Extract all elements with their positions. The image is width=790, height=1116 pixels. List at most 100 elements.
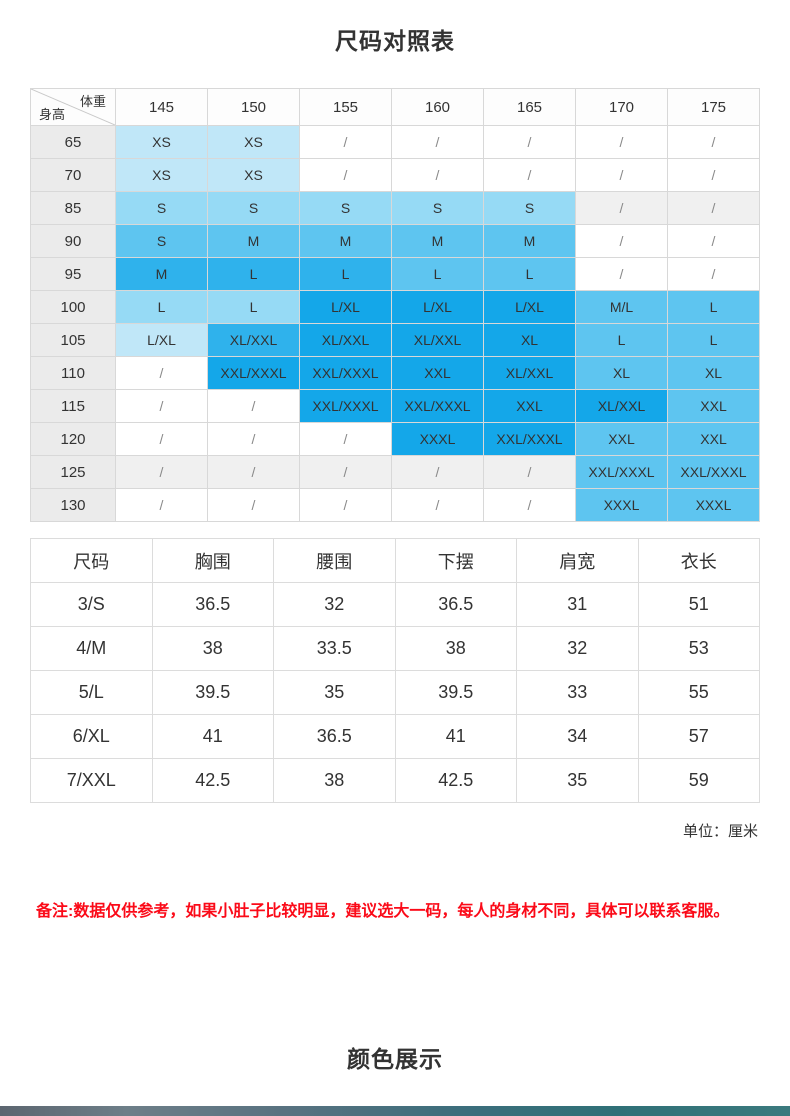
measurements-table: 尺码 胸围 腰围 下摆 肩宽 衣长 3/S 36.5 32 36.5 31 51 4/M 38 33.5 38… (30, 538, 760, 803)
matrix-size-cell: / (483, 488, 576, 522)
matrix-size-cell: L/XL (391, 290, 484, 324)
unit-note: 单位：厘米 (682, 823, 758, 840)
measure-cell: 51 (637, 582, 760, 627)
matrix-size-cell: / (391, 455, 484, 489)
matrix-size-cell: XXL (575, 422, 668, 456)
remark-note: 备注:数据仅供参考，如果小肚子比较明显，建议选大一码，每人的身材不同，具体可以联… (36, 903, 730, 920)
measure-header: 尺码 (30, 538, 153, 583)
matrix-size-cell: XS (115, 125, 208, 159)
matrix-size-cell: XXL/XXXL (299, 389, 392, 423)
matrix-row: 70 XS XS / / / / / (30, 158, 760, 192)
matrix-size-cell: / (299, 422, 392, 456)
measure-cell: 32 (273, 582, 396, 627)
matrix-size-cell: / (115, 455, 208, 489)
matrix-size-cell: / (207, 455, 300, 489)
matrix-row: 110/XXL/XXXL XXL/XXXL XXL XL/XXL XL XL (30, 356, 760, 390)
matrix-size-cell: / (575, 224, 668, 258)
matrix-size-cell: / (207, 488, 300, 522)
height-row-header: 115 (30, 389, 116, 423)
matrix-size-cell: / (575, 257, 668, 291)
matrix-size-cell: XXL/XXXL (207, 356, 300, 390)
measure-header: 肩宽 (516, 538, 639, 583)
measure-cell: 7/XXL (30, 758, 153, 803)
measure-cell: 38 (394, 626, 517, 671)
matrix-size-cell: / (115, 422, 208, 456)
matrix-size-cell: S (115, 224, 208, 258)
measure-header: 下摆 (394, 538, 517, 583)
matrix-row: 105 L/XL XL/XXL XL/XXL XL/XXL XL L L (30, 323, 760, 357)
measure-cell: 3/S (30, 582, 153, 627)
matrix-size-cell: XS (115, 158, 208, 192)
measure-cell: 42.5 (394, 758, 517, 803)
color-display-title: 颜色展示 (347, 1046, 443, 1072)
matrix-size-cell: / (299, 488, 392, 522)
measure-header: 胸围 (151, 538, 274, 583)
measure-row: 3/S 36.5 32 36.5 31 51 (30, 582, 760, 627)
matrix-size-cell: / (667, 191, 760, 225)
height-row-header: 90 (30, 224, 116, 258)
weight-header: 155 (299, 88, 392, 126)
matrix-size-cell: / (299, 125, 392, 159)
matrix-row: 65 XS XS / / / / / (30, 125, 760, 159)
matrix-size-cell: XL/XXL (575, 389, 668, 423)
matrix-header-row: 体重 身高 145 150 155 160 165 170 175 (30, 88, 760, 126)
matrix-size-cell: XXL/XXXL (667, 455, 760, 489)
measure-cell: 33.5 (273, 626, 396, 671)
measure-cell: 38 (273, 758, 396, 803)
measure-cell: 55 (637, 670, 760, 715)
measure-cell: 36.5 (273, 714, 396, 759)
matrix-size-cell: XS (207, 158, 300, 192)
measure-cell: 32 (516, 626, 639, 671)
measure-header-row: 尺码 胸围 腰围 下摆 肩宽 衣长 (30, 538, 760, 583)
measure-cell: 57 (637, 714, 760, 759)
measure-cell: 39.5 (394, 670, 517, 715)
height-row-header: 110 (30, 356, 116, 390)
matrix-size-cell: / (299, 455, 392, 489)
matrix-size-cell: L (207, 290, 300, 324)
measure-cell: 41 (151, 714, 274, 759)
matrix-size-cell: XXXL (667, 488, 760, 522)
measure-row: 6/XL 41 36.5 41 34 57 (30, 714, 760, 759)
weight-header: 170 (575, 88, 668, 126)
diagonal-divider-line (31, 89, 115, 125)
matrix-size-cell: S (115, 191, 208, 225)
matrix-row: 115// XXL/XXXL XXL/XXXL XXL XL/XXL XXL (30, 389, 760, 423)
corner-height-label: 身高 (39, 107, 66, 122)
matrix-row: 125// / / / XXL/XXXL XXL/XXXL (30, 455, 760, 489)
matrix-size-cell: L (667, 323, 760, 357)
height-row-header: 85 (30, 191, 116, 225)
measure-cell: 36.5 (151, 582, 274, 627)
measure-cell: 4/M (30, 626, 153, 671)
matrix-row: 130// / / / XXXL XXXL (30, 488, 760, 522)
matrix-size-cell: / (667, 125, 760, 159)
matrix-size-cell: S (299, 191, 392, 225)
matrix-row: 100 L L L/XL L/XL L/XL M/L L (30, 290, 760, 324)
measure-cell: 33 (516, 670, 639, 715)
matrix-size-cell: XXL (667, 389, 760, 423)
matrix-size-cell: / (115, 389, 208, 423)
matrix-size-cell: / (575, 191, 668, 225)
matrix-size-cell: M (483, 224, 576, 258)
matrix-size-cell: L (667, 290, 760, 324)
matrix-row: 120// / XXXL XXL/XXXL XXL XXL (30, 422, 760, 456)
matrix-size-cell: XS (207, 125, 300, 159)
matrix-size-cell: XL/XXL (207, 323, 300, 357)
measure-cell: 35 (516, 758, 639, 803)
matrix-size-cell: L/XL (483, 290, 576, 324)
measure-cell: 38 (151, 626, 274, 671)
matrix-row: 95 M L L L L / / (30, 257, 760, 291)
measure-header: 腰围 (273, 538, 396, 583)
matrix-size-cell: XL (575, 356, 668, 390)
measure-cell: 42.5 (151, 758, 274, 803)
weight-header: 160 (391, 88, 484, 126)
size-matrix-table: 体重 身高 145 150 155 160 165 170 175 65 XS XS / / / //70 XS… (30, 88, 760, 522)
matrix-size-cell: / (115, 356, 208, 390)
measure-cell: 53 (637, 626, 760, 671)
measure-cell: 34 (516, 714, 639, 759)
measure-cell: 5/L (30, 670, 153, 715)
matrix-size-cell: L/XL (115, 323, 208, 357)
matrix-size-cell: L (575, 323, 668, 357)
measure-cell: 41 (394, 714, 517, 759)
matrix-size-cell: / (391, 125, 484, 159)
measure-cell: 6/XL (30, 714, 153, 759)
